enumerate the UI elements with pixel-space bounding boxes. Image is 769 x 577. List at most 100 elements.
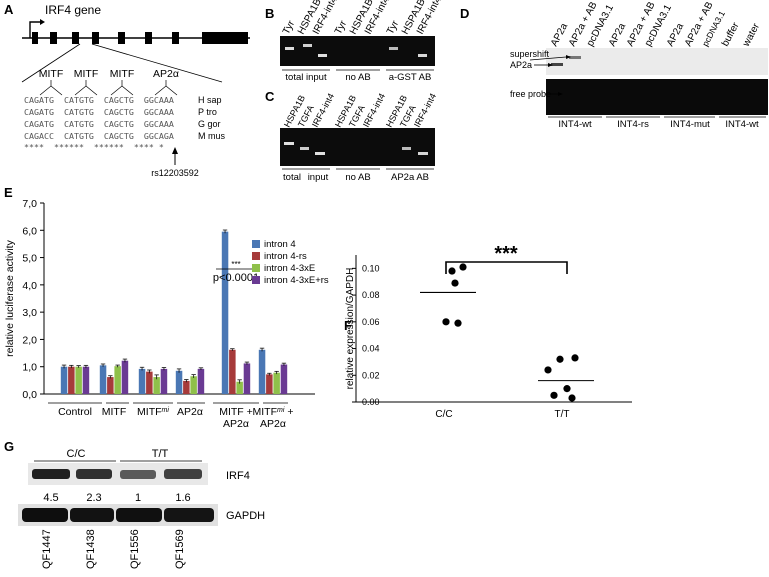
ap2a-band (551, 63, 563, 66)
e-bar (138, 368, 146, 394)
e-bar (175, 370, 183, 394)
lane-label: Tyr (385, 18, 402, 36)
e-y-tick-label: 3,0 (22, 307, 37, 319)
genotype-label: C/C (67, 448, 86, 460)
alignment-sequence: CAGACC CATGTG CAGCTG GGCAGA (24, 131, 174, 141)
ap2a-label: AP2a (510, 60, 532, 70)
species-label: P tro (198, 107, 217, 117)
e-bar (121, 360, 129, 394)
gapdh-band (164, 508, 214, 522)
panel-b: B Tyr HSPA1B IRF4-int4 Tyr HSPA1B IRF4-i… (265, 0, 444, 83)
lane-label: Tyr (281, 18, 298, 36)
f-point (571, 354, 579, 362)
e-bar (160, 368, 168, 394)
exon (145, 32, 152, 44)
f-point (563, 385, 571, 393)
lane-label: buffer (720, 20, 742, 48)
gapdh-band (116, 508, 162, 522)
group-label: INT4-rs (617, 119, 649, 130)
motif-label: MITF (110, 68, 135, 80)
panel-f-letter: F (344, 318, 352, 333)
motif-label: MITF (39, 68, 64, 80)
irf4-band (164, 469, 202, 479)
f-y-tick-label: 0.02 (362, 370, 380, 380)
group-label: INT4-wt (725, 119, 759, 130)
exon (32, 32, 38, 44)
supershift-arrowhead-icon (566, 55, 571, 59)
motif-label: MITF (74, 68, 99, 80)
free-probe-label: free probe (510, 89, 551, 99)
exon (72, 32, 79, 44)
species-label: M mus (198, 131, 226, 141)
supershift-pointer (529, 56, 567, 61)
group-label: total (283, 172, 301, 183)
group-label: no AB (345, 172, 370, 183)
gel-band (285, 47, 294, 50)
lane-label: Tyr (333, 18, 350, 36)
group-label: input (308, 172, 329, 183)
e-category-label: AP2α (177, 406, 203, 418)
f-means (420, 291, 594, 382)
motif-connector (154, 80, 178, 96)
motif-connector (39, 80, 63, 96)
f-point (556, 355, 564, 363)
gel-band (402, 147, 411, 150)
group-label: INT4-mut (670, 119, 710, 130)
e-bar (153, 377, 160, 394)
exon (118, 32, 125, 44)
e-category-label: MITFmi + (253, 406, 294, 418)
motif-connector (74, 80, 98, 96)
quant-value: 2.3 (86, 492, 101, 504)
e-legend-swatch (252, 276, 260, 284)
e-bar (60, 366, 68, 394)
sequence-alignment: CAGATG CATGTG CAGCTG GGCAAA H sap CAGATG… (24, 95, 226, 152)
emsa-gel-lower (546, 79, 768, 115)
e-y-tick-label: 7,0 (22, 198, 37, 210)
panel-g: G C/C T/T IRF4 4.5 2.3 1 1.6 GAPDH QF144… (4, 439, 265, 569)
e-y-tick-label: 1,0 (22, 362, 37, 374)
e-legend-swatch (252, 252, 260, 260)
e-y-axis-ticks: 0,0 1,0 2,0 3,0 4,0 5,0 6,0 7,0 (22, 198, 44, 401)
panel-f: F 0.000.020.040.060.080.10 relative expr… (344, 243, 632, 420)
f-significance-bracket (445, 261, 568, 274)
free-probe-arrowhead-icon (558, 92, 563, 96)
f-y-tick-label: 0.10 (362, 263, 380, 273)
blot-label: GAPDH (226, 510, 265, 522)
f-significance-stars: *** (494, 243, 518, 265)
e-bars (60, 229, 288, 394)
alignment-sequence: CAGATG CATGTG CAGCTG GGCAAA (24, 119, 174, 129)
exon (172, 32, 179, 44)
gapdh-band (70, 508, 114, 522)
species-label: H sap (198, 95, 222, 105)
e-bar (221, 231, 229, 394)
f-point (550, 391, 558, 399)
e-legend-swatch (252, 264, 260, 272)
group-label: INT4-wt (558, 119, 592, 130)
e-legend-label: intron 4-3xE (264, 263, 315, 274)
e-bar (99, 365, 107, 394)
species-label: G gor (198, 119, 221, 129)
e-legend-label: intron 4 (264, 239, 296, 250)
f-point (459, 263, 467, 271)
f-point (448, 267, 456, 275)
f-point (442, 318, 450, 326)
f-y-tick-label: 0.04 (362, 344, 380, 354)
gel-band (389, 47, 398, 50)
e-y-tick-label: 5,0 (22, 253, 37, 265)
tss-arrow-icon (29, 21, 40, 38)
lane-label: water (740, 21, 762, 49)
genotype-label: T/T (152, 448, 169, 460)
quant-value: 1 (135, 492, 141, 504)
quant-value: 1.6 (175, 492, 190, 504)
motif-label: AP2α (153, 68, 179, 80)
zoom-line-left (21, 43, 81, 83)
zoom-line-right (91, 43, 223, 83)
f-points (442, 263, 579, 402)
e-legend-label: intron 4-rs (264, 251, 307, 262)
e-category-label: AP2α (223, 418, 249, 430)
irf4-band (76, 469, 112, 479)
gapdh-band (22, 508, 68, 522)
motif-connector (110, 80, 134, 96)
f-category-labels: C/C T/T (435, 409, 569, 420)
